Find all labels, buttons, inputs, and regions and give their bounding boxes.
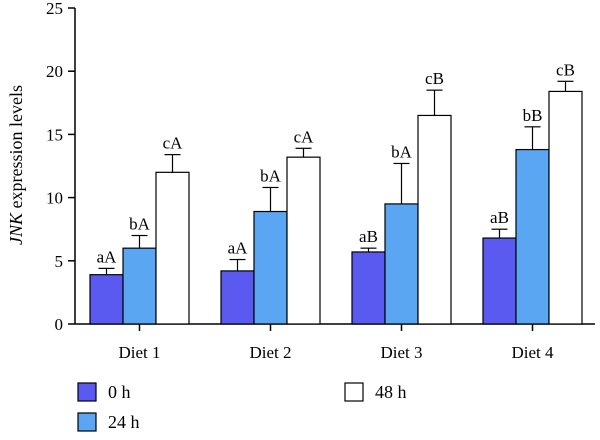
data-label-2-2: cB xyxy=(425,69,444,88)
legend-label-1: 24 h xyxy=(108,412,140,432)
legend-swatch-2 xyxy=(344,382,364,402)
x-tick-label-0: Diet 1 xyxy=(118,343,160,362)
data-label-2-0: cA xyxy=(163,134,184,153)
y-tick-label-3: 15 xyxy=(46,125,63,144)
bar-0-2 xyxy=(351,251,386,325)
bar-2-3 xyxy=(548,90,583,325)
data-label-1-0: bA xyxy=(129,215,151,234)
legend-label-2: 48 h xyxy=(375,382,407,402)
data-label-0-1: aA xyxy=(228,239,249,258)
bar-0-0 xyxy=(89,274,124,325)
x-tick-label-2: Diet 3 xyxy=(380,343,422,362)
legend-swatch-1 xyxy=(77,412,97,432)
y-axis-title: JNK expression levels xyxy=(6,85,26,245)
bar-1-2 xyxy=(384,203,419,325)
data-label-0-2: aB xyxy=(359,227,378,246)
bar-1-3 xyxy=(515,148,550,325)
y-tick-label-1: 5 xyxy=(55,252,64,271)
bar-1-1 xyxy=(253,210,288,325)
data-label-0-0: aA xyxy=(97,247,118,266)
bar-0-1 xyxy=(220,270,255,325)
legend-swatch-0 xyxy=(77,382,97,402)
data-label-1-1: bA xyxy=(260,166,282,185)
data-label-2-3: cB xyxy=(556,60,575,79)
bar-1-0 xyxy=(122,247,157,325)
legend: 0 h 24 h 48 h xyxy=(77,382,407,432)
legend-label-0: 0 h xyxy=(108,382,131,402)
bar-0-3 xyxy=(482,237,517,325)
y-axis-title-italic: JNK xyxy=(6,212,26,245)
bar-2-1 xyxy=(286,156,321,325)
bar-2-2 xyxy=(417,114,452,325)
y-tick-label-4: 20 xyxy=(46,62,63,81)
data-label-1-2: bA xyxy=(391,142,413,161)
plot-area: 0 5 10 15 20 25 aA bA cA Diet 1 aA bA cA Diet 2 aB bA cB… xyxy=(46,0,595,362)
y-axis-title-rest: expression levels xyxy=(6,85,26,213)
y-tick-label-0: 0 xyxy=(55,315,64,334)
data-label-0-3: aB xyxy=(490,208,509,227)
data-label-2-1: cA xyxy=(294,127,315,146)
x-tick-label-1: Diet 2 xyxy=(249,343,291,362)
y-tick-label-5: 25 xyxy=(46,0,63,18)
data-label-1-3: bB xyxy=(523,106,543,125)
y-tick-label-2: 10 xyxy=(46,189,63,208)
bar-2-0 xyxy=(155,171,190,325)
x-tick-label-3: Diet 4 xyxy=(511,343,554,362)
